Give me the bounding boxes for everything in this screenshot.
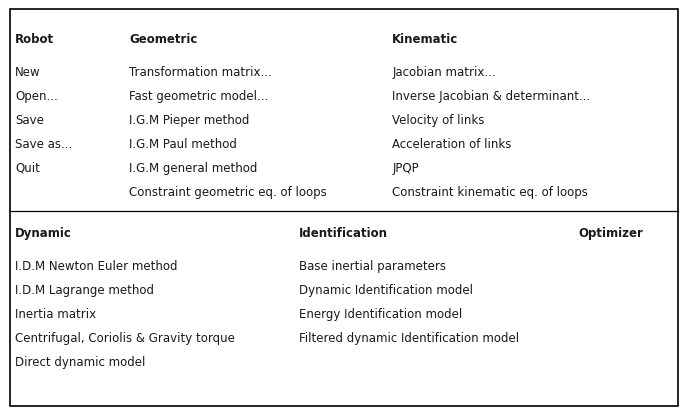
Text: Inverse Jacobian & determinant...: Inverse Jacobian & determinant...	[392, 90, 590, 103]
Text: JPQP: JPQP	[392, 162, 419, 175]
Text: Open...: Open...	[15, 90, 58, 103]
Text: I.D.M Lagrange method: I.D.M Lagrange method	[15, 284, 154, 297]
Text: Energy Identification model: Energy Identification model	[299, 308, 462, 321]
Text: Jacobian matrix...: Jacobian matrix...	[392, 66, 496, 79]
Text: Filtered dynamic Identification model: Filtered dynamic Identification model	[299, 332, 519, 345]
Text: I.G.M general method: I.G.M general method	[129, 162, 258, 175]
Text: Dynamic Identification model: Dynamic Identification model	[299, 284, 473, 297]
Text: I.G.M Paul method: I.G.M Paul method	[129, 138, 237, 151]
Text: Constraint kinematic eq. of loops: Constraint kinematic eq. of loops	[392, 186, 588, 199]
Text: Kinematic: Kinematic	[392, 33, 458, 46]
Text: Inertia matrix: Inertia matrix	[15, 308, 96, 321]
Text: Transformation matrix...: Transformation matrix...	[129, 66, 272, 79]
Text: I.D.M Newton Euler method: I.D.M Newton Euler method	[15, 260, 178, 273]
Text: Base inertial parameters: Base inertial parameters	[299, 260, 447, 273]
Text: Constraint geometric eq. of loops: Constraint geometric eq. of loops	[129, 186, 327, 199]
Text: New: New	[15, 66, 41, 79]
Text: Velocity of links: Velocity of links	[392, 114, 484, 127]
Text: Robot: Robot	[15, 33, 54, 46]
Text: Centrifugal, Coriolis & Gravity torque: Centrifugal, Coriolis & Gravity torque	[15, 332, 235, 345]
Text: Fast geometric model...: Fast geometric model...	[129, 90, 268, 103]
Text: Quit: Quit	[15, 162, 40, 175]
Text: Save as...: Save as...	[15, 138, 72, 151]
Text: Identification: Identification	[299, 227, 388, 240]
Text: Optimizer: Optimizer	[578, 227, 643, 240]
Text: Geometric: Geometric	[129, 33, 197, 46]
Text: Dynamic: Dynamic	[15, 227, 72, 240]
Text: Save: Save	[15, 114, 44, 127]
Text: Direct dynamic model: Direct dynamic model	[15, 356, 145, 369]
Text: Acceleration of links: Acceleration of links	[392, 138, 512, 151]
Text: I.G.M Pieper method: I.G.M Pieper method	[129, 114, 250, 127]
